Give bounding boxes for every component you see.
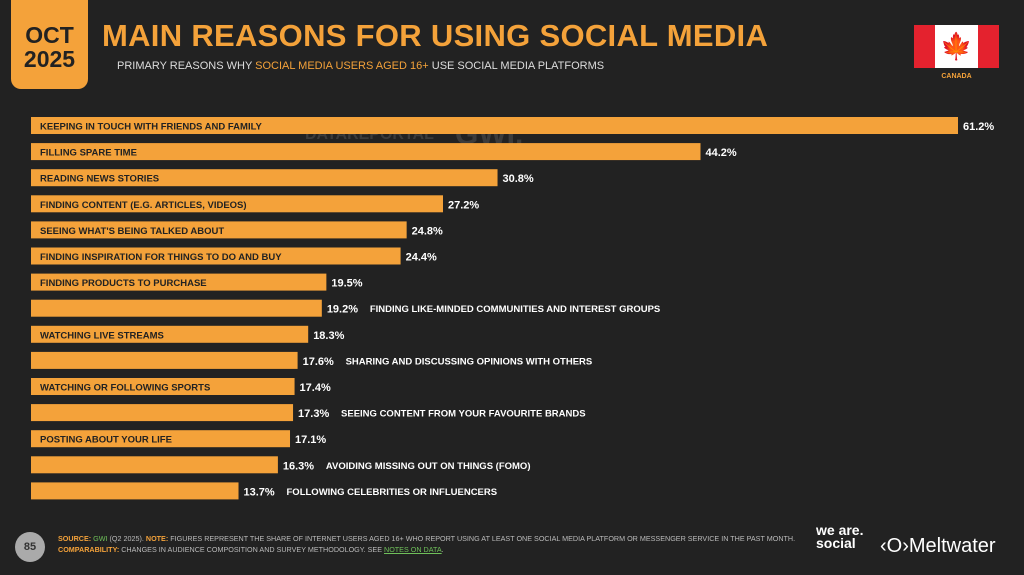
bar [31,482,239,500]
meltwater-text: Meltwater [908,535,996,557]
bar [31,247,401,265]
notes-on-data-link[interactable]: NOTES ON DATA [384,545,442,554]
bar [31,299,322,317]
value-label: 27.2% [448,199,479,211]
category-label: WATCHING LIVE STREAMS [40,330,164,341]
value-label: 19.5% [331,278,362,290]
subtitle-post: USE SOCIAL MEDIA PLATFORMS [428,60,605,72]
subtitle-highlight: SOCIAL MEDIA USERS AGED 16+ [255,60,429,72]
comparability-end: . [441,545,444,554]
value-label: 19.2% [327,304,358,316]
canada-flag-icon: 🍁 [914,25,999,68]
bar [31,169,498,187]
source-label: SOURCE: [58,534,92,543]
note-label: NOTE: [145,534,169,543]
value-label: 44.2% [706,147,737,159]
bar [31,378,295,395]
bar [31,351,298,369]
value-label: 16.3% [283,460,314,472]
category-label: FINDING LIKE-MINDED COMMUNITIES AND INTE… [370,304,660,315]
source-rest: (Q2 2025). [107,534,146,543]
subtitle-pre: PRIMARY REASONS WHY [117,60,256,72]
value-label: 13.7% [244,486,275,498]
bar [31,143,701,161]
source-link[interactable]: GWI [93,534,108,543]
bar [31,430,291,448]
country-label: CANADA [941,73,972,80]
category-label: SHARING AND DISCUSSING OPINIONS WITH OTH… [346,356,593,367]
category-label: READING NEWS STORIES [40,174,159,185]
month: OCT [25,21,74,48]
value-label: 17.3% [298,408,329,420]
value-label: 24.4% [406,252,437,264]
category-label: FINDING INSPIRATION FOR THINGS TO DO AND… [40,252,282,263]
category-label: FINDING PRODUCTS TO PURCHASE [40,278,207,289]
category-label: POSTING ABOUT YOUR LIFE [40,435,172,446]
comparability-label: COMPARABILITY: [58,545,120,554]
comparability-text: CHANGES IN AUDIENCE COMPOSITION AND SURV… [119,545,385,554]
value-label: 30.8% [503,173,534,185]
category-label: KEEPING IN TOUCH WITH FRIENDS AND FAMILY [40,122,263,133]
category-label: SEEING CONTENT FROM YOUR FAVOURITE BRAND… [341,409,586,420]
page-number: 85 [15,532,45,562]
category-label: WATCHING OR FOLLOWING SPORTS [40,383,210,394]
footnote: SOURCE: GWI (Q2 2025). NOTE: FIGURES REP… [58,533,795,555]
date-badge: OCT 2025 [11,0,88,89]
value-label: 61.2% [963,121,994,133]
note-text: FIGURES REPRESENT THE SHARE OF INTERNET … [168,534,796,543]
page-title: MAIN REASONS FOR USING SOCIAL MEDIA [102,18,769,53]
bar [31,456,278,474]
bar [31,404,294,422]
category-label: FINDING CONTENT (E.G. ARTICLES, VIDEOS) [40,200,247,211]
we-are-social-logo: we are. social [816,522,876,551]
value-label: 24.8% [412,225,443,237]
subtitle: PRIMARY REASONS WHY SOCIAL MEDIA USERS A… [117,60,604,72]
category-label: SEEING WHAT'S BEING TALKED ABOUT [40,226,224,237]
bar [31,221,407,239]
category-label: FOLLOWING CELEBRITIES OR INFLUENCERS [287,487,498,498]
category-label: AVOIDING MISSING OUT ON THINGS (FOMO) [326,461,531,472]
value-label: 18.3% [313,330,344,342]
value-label: 17.6% [303,356,334,368]
meltwater-logo: ‹O›Meltwater [880,535,996,557]
bar [31,325,309,343]
year: 2025 [23,45,76,72]
bar [31,273,327,291]
value-label: 17.4% [300,382,331,394]
category-label: FILLING SPARE TIME [40,148,137,159]
bar [31,195,443,213]
we-are-social-text: we are. social [816,522,864,551]
value-label: 17.1% [295,434,326,446]
bar [31,117,958,134]
